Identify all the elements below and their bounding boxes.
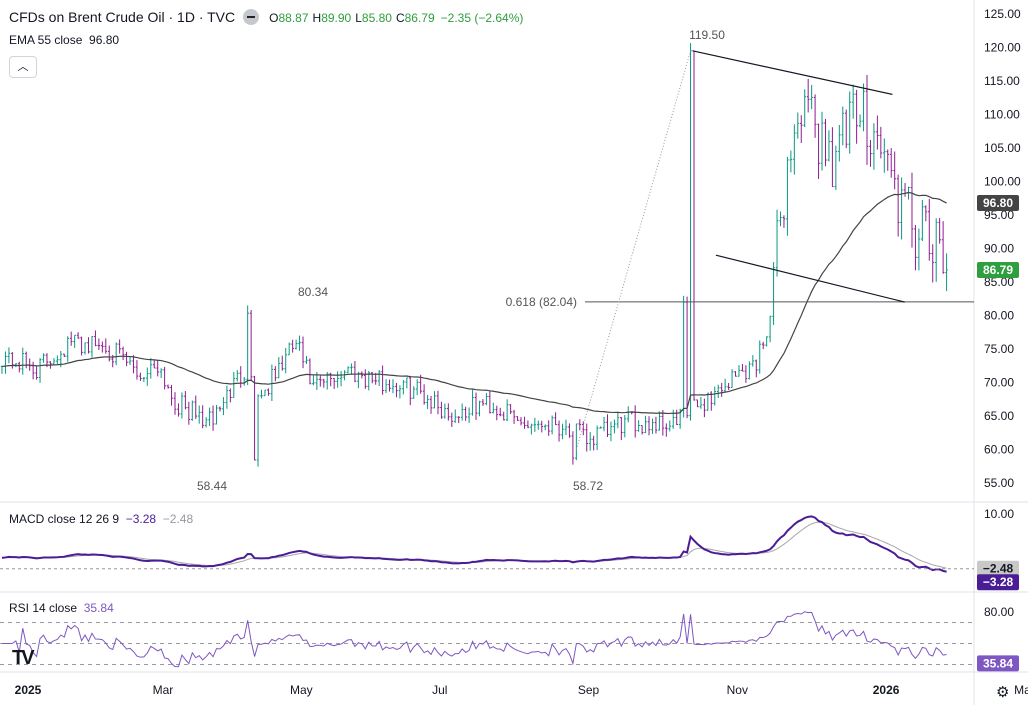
price-tick-label: 115.00 [984, 74, 1020, 88]
rsi-price-label: 35.84 [983, 656, 1013, 670]
ema-legend[interactable]: EMA 55 close 96.80 [9, 33, 119, 47]
channel-upper-line [692, 50, 893, 95]
time-tick-label: 2025 [15, 683, 42, 697]
signal-value: −2.48 [162, 512, 194, 526]
signal-price-label-bg [977, 560, 1019, 577]
last-price-label-bg [977, 262, 1019, 279]
price-tick-label: 75.00 [984, 342, 1014, 356]
price-tick-label: 60.00 [984, 443, 1014, 457]
candles-layer [0, 43, 948, 467]
price-tick-label: 65.00 [984, 409, 1014, 423]
annotation-low-2: 58.72 [573, 479, 603, 493]
tradingview-logo[interactable]: TV [12, 647, 34, 670]
macd-price-label-bg [977, 574, 1019, 591]
rsi-price-label-bg [977, 655, 1019, 672]
low-value: 85.80 [361, 11, 392, 25]
ema-line [1, 191, 947, 415]
rsi-label: RSI 14 close [9, 601, 78, 615]
rsi-value: 35.84 [83, 601, 114, 615]
price-tick-label: 55.00 [984, 476, 1014, 490]
time-tick-label: Jul [432, 683, 447, 697]
ema-price-label-bg [977, 194, 1019, 211]
annotation-high-2: 119.50 [689, 28, 725, 42]
market-closed-icon[interactable] [243, 9, 260, 25]
annotation-high-1: 80.34 [298, 285, 328, 299]
time-tick-label: May [290, 683, 313, 697]
high-value: 89.90 [321, 11, 352, 25]
close-value: 86.79 [404, 11, 435, 25]
ema-price-label: 96.80 [983, 196, 1013, 210]
signal-price-label: −2.48 [983, 562, 1014, 576]
tv-logo-text: TV [12, 647, 34, 669]
last-price-label: 86.79 [983, 263, 1013, 277]
fib-trend-dotted-line [575, 50, 692, 450]
price-tick-label: 80.00 [984, 309, 1014, 323]
time-tick-label: Mar [1014, 683, 1028, 697]
price-tick-label: 105.00 [984, 141, 1021, 155]
price-tick-label: 70.00 [984, 376, 1014, 390]
collapse-legend-button[interactable]: ︿ [9, 56, 37, 78]
open-value: 88.87 [278, 11, 309, 25]
channel-lower-line [715, 254, 905, 303]
price-tick-label: 85.00 [984, 275, 1014, 289]
chevron-up-icon: ︿ [17, 61, 29, 73]
price-tick-label: 95.00 [984, 208, 1014, 222]
close-label: C [395, 11, 405, 25]
price-tick-label: 120.00 [984, 41, 1021, 55]
time-tick-label: Mar [153, 683, 174, 697]
ema-value: 96.80 [89, 33, 120, 47]
low-label: L [355, 11, 362, 25]
price-tick-label: 110.00 [984, 108, 1020, 122]
gear-icon[interactable]: ⚙ [996, 684, 1010, 701]
time-tick-label: Sep [578, 683, 600, 697]
macd-value: −3.28 [125, 512, 157, 526]
open-label: O [269, 11, 279, 25]
fib-level-label: 0.618 (82.04) [506, 295, 577, 309]
macd-label: MACD close 12 26 9 [9, 512, 120, 526]
chart-legend-header: CFDs on Brent Crude Oil · 1D · TVC O88.87… [9, 8, 523, 27]
price-tick-label: 100.00 [984, 175, 1021, 189]
macd-tick-label: 10.00 [984, 507, 1014, 521]
price-tick-label: 125.00 [984, 7, 1021, 21]
time-tick-label: 2026 [873, 683, 900, 697]
rsi-legend[interactable]: RSI 14 close 35.84 [9, 601, 114, 615]
ema-label: EMA 55 close [9, 33, 83, 47]
price-tick-label: 90.00 [984, 242, 1014, 256]
macd-line [1, 515, 947, 573]
rsi-line [2, 611, 947, 668]
annotation-low-1: 58.44 [197, 479, 227, 493]
rsi-tick-label: 80.00 [984, 605, 1014, 619]
high-label: H [312, 11, 322, 25]
macd-legend[interactable]: MACD close 12 26 9 −3.28 −2.48 [9, 512, 193, 526]
change-value: −2.35 (−2.64%) [440, 11, 524, 25]
macd-price-label: −3.28 [983, 575, 1014, 589]
time-tick-label: Nov [727, 683, 748, 697]
symbol-title[interactable]: CFDs on Brent Crude Oil · 1D · TVC [9, 9, 236, 25]
